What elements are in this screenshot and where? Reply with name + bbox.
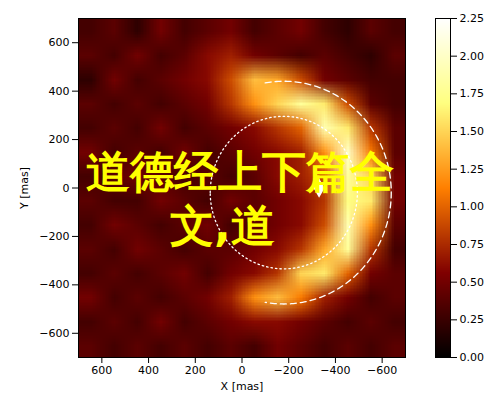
svg-text:1.25: 1.25: [460, 163, 485, 176]
svg-text:−400: −400: [320, 364, 350, 377]
svg-text:−600: −600: [39, 327, 69, 340]
svg-text:600: 600: [91, 364, 112, 377]
svg-text:200: 200: [49, 133, 70, 146]
svg-text:600: 600: [49, 36, 70, 49]
svg-text:1.50: 1.50: [460, 125, 485, 138]
svg-text:1.75: 1.75: [460, 87, 485, 100]
svg-text:0: 0: [239, 364, 246, 377]
svg-text:X [mas]: X [mas]: [221, 380, 264, 393]
html-text:文,道: 文,道: [170, 200, 275, 251]
svg-text:2.00: 2.00: [460, 50, 485, 63]
svg-text:0.50: 0.50: [460, 276, 485, 289]
svg-text:400: 400: [138, 364, 159, 377]
svg-text:400: 400: [49, 85, 70, 98]
svg-text:2.25: 2.25: [460, 12, 485, 25]
svg-text:−600: −600: [367, 364, 397, 377]
svg-text:1.00: 1.00: [460, 200, 485, 213]
svg-text:−200: −200: [274, 364, 304, 377]
svg-text:0.25: 0.25: [460, 313, 485, 326]
svg-text:0.00: 0.00: [460, 351, 485, 364]
svg-text:Y [mas]: Y [mas]: [18, 167, 31, 210]
svg-text:−400: −400: [39, 278, 69, 291]
svg-text:200: 200: [185, 364, 206, 377]
svg-text:−200: −200: [39, 230, 69, 243]
svg-text:0.75: 0.75: [460, 238, 485, 251]
html-text:道德经上下篇全: 道德经上下篇全: [86, 146, 394, 197]
svg-text:0: 0: [63, 182, 70, 195]
